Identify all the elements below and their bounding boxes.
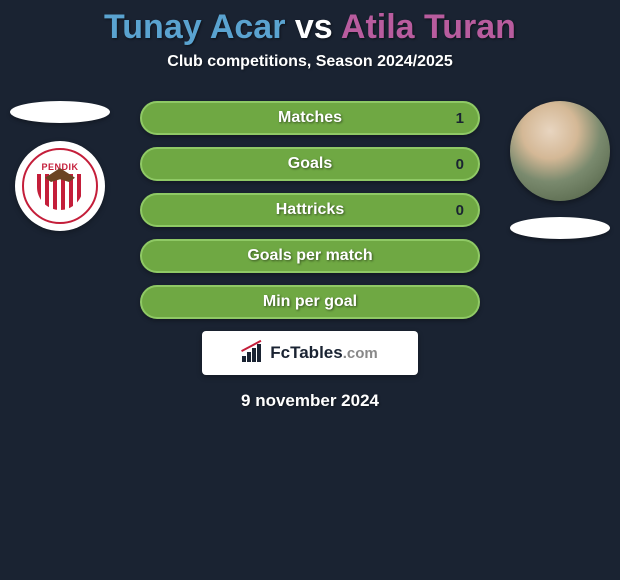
stat-label: Matches (278, 109, 342, 127)
subtitle: Club competitions, Season 2024/2025 (0, 53, 620, 71)
right-column (510, 101, 610, 239)
page-title: Tunay Acar vs Atila Turan (0, 0, 620, 47)
brand-badge: FcTables.com (202, 331, 418, 375)
brand-suffix: .com (343, 345, 378, 362)
player1-name: Tunay Acar (104, 8, 285, 46)
player2-flag-placeholder (510, 217, 610, 239)
stat-pill: Matches 1 (140, 101, 480, 135)
left-column: PENDIK (10, 101, 110, 231)
vs-text: vs (295, 8, 333, 46)
player2-name: Atila Turan (341, 8, 516, 46)
brand-name: FcTables (270, 343, 342, 362)
content-area: PENDIK Matches 1 Goals 0 Hattricks 0 Goals per… (0, 101, 620, 411)
player2-avatar (510, 101, 610, 201)
stats-list: Matches 1 Goals 0 Hattricks 0 Goals per match M… (140, 101, 480, 319)
stat-label: Hattricks (276, 201, 344, 219)
club-badge-inner: PENDIK (22, 148, 98, 224)
stat-pill: Goals per match (140, 239, 480, 273)
stat-label: Goals (288, 155, 332, 173)
stat-pill: Min per goal (140, 285, 480, 319)
stat-label: Min per goal (263, 293, 357, 311)
stat-pill: Hattricks 0 (140, 193, 480, 227)
player1-flag-placeholder (10, 101, 110, 123)
brand-text: FcTables.com (270, 343, 377, 363)
club-stripes-icon (37, 174, 83, 210)
brand-chart-icon (242, 344, 264, 362)
stat-value-right: 0 (456, 202, 464, 219)
stat-value-right: 0 (456, 156, 464, 173)
stat-value-right: 1 (456, 110, 464, 127)
player1-club-badge: PENDIK (15, 141, 105, 231)
stat-label: Goals per match (247, 247, 372, 265)
stat-pill: Goals 0 (140, 147, 480, 181)
date-label: 9 november 2024 (0, 391, 620, 411)
